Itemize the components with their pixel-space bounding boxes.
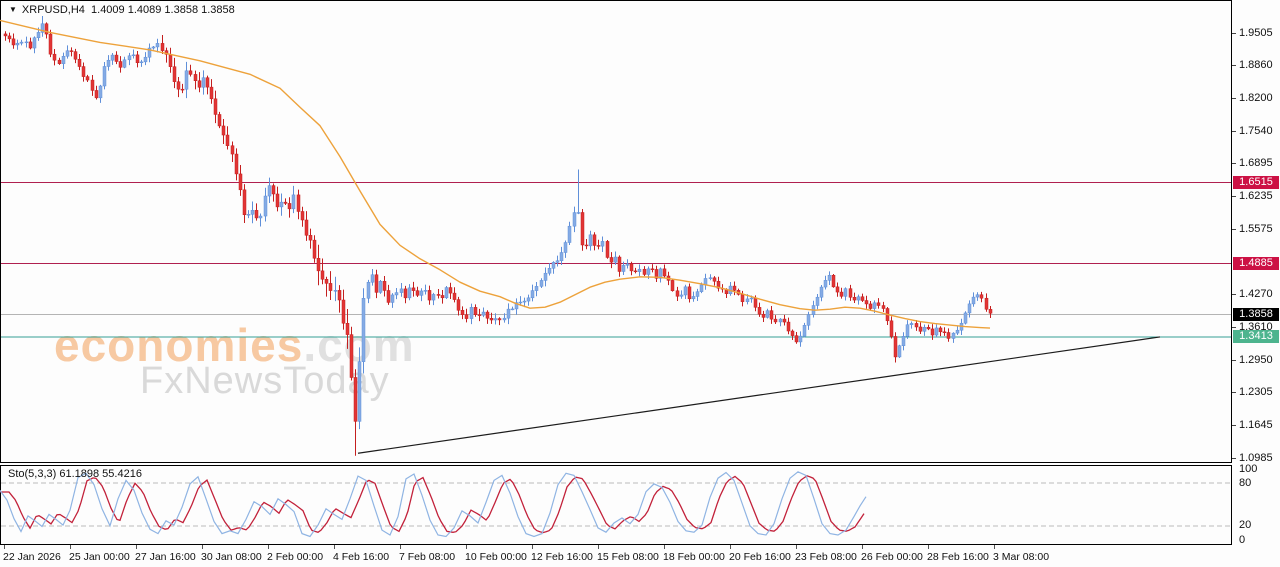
- time-tick-label: 23 Feb 08:00: [795, 551, 857, 563]
- price-badge-1.3413: 1.3413: [1233, 330, 1279, 344]
- price-tick-label: 1.2950: [1239, 353, 1273, 366]
- price-tick-label: 1.9505: [1239, 26, 1273, 39]
- time-tick-label: 20 Feb 16:00: [729, 551, 791, 563]
- price-tick-label: 1.8200: [1239, 91, 1273, 104]
- time-tick: [730, 545, 731, 549]
- time-tick-label: 7 Feb 08:00: [399, 551, 456, 563]
- price-badge-1.3858: 1.3858: [1233, 308, 1279, 322]
- price-badge-1.4885: 1.4885: [1233, 257, 1279, 271]
- symbol-header: ▼ XRPUSD,H4 1.4009 1.4089 1.3858 1.3858: [9, 4, 235, 16]
- time-tick-label: 18 Feb 00:00: [663, 551, 725, 563]
- price-tick: [1232, 195, 1236, 197]
- time-tick-label: 26 Feb 00:00: [861, 551, 923, 563]
- time-tick-label: 3 Mar 08:00: [993, 551, 1050, 563]
- time-tick: [136, 545, 137, 549]
- price-tick-label: 1.3610: [1239, 320, 1273, 333]
- time-tick: [994, 545, 995, 549]
- time-tick: [268, 545, 269, 549]
- price-tick-label: 1.5575: [1239, 222, 1273, 235]
- price-tick-label: 1.4270: [1239, 287, 1273, 300]
- price-chart-canvas[interactable]: [0, 0, 1232, 463]
- time-tick: [862, 545, 863, 549]
- stochastic-indicator-canvas[interactable]: [0, 465, 1232, 545]
- price-tick: [1232, 326, 1236, 328]
- price-tick-label: 1.8860: [1239, 58, 1273, 71]
- time-tick: [400, 545, 401, 549]
- price-tick: [1232, 130, 1236, 132]
- price-tick: [1232, 424, 1236, 426]
- price-tick: [1232, 391, 1236, 393]
- time-tick-label: 27 Jan 16:00: [135, 551, 196, 563]
- stoch-signal-line: [0, 475, 865, 534]
- price-tick: [1232, 359, 1236, 361]
- candles: [3, 15, 993, 456]
- price-tick-label: 1.6895: [1239, 156, 1273, 169]
- time-tick: [334, 545, 335, 549]
- price-tick-label: 1.6235: [1239, 189, 1273, 202]
- moving-average-line[interactable]: [0, 19, 991, 329]
- time-tick: [202, 545, 203, 549]
- time-tick-label: 22 Jan 2026: [3, 551, 61, 563]
- price-tick-label: 1.2305: [1239, 385, 1273, 398]
- price-tick: [1232, 228, 1236, 230]
- time-tick: [532, 545, 533, 549]
- price-tick-label: 1.7540: [1239, 124, 1273, 137]
- ohlc-values: 1.4009 1.4089 1.3858 1.3858: [91, 4, 235, 16]
- price-tick: [1232, 97, 1236, 99]
- time-tick-label: 28 Feb 16:00: [927, 551, 989, 563]
- time-tick-label: 25 Jan 00:00: [69, 551, 130, 563]
- time-tick-label: 15 Feb 08:00: [597, 551, 659, 563]
- time-tick: [928, 545, 929, 549]
- symbol-timeframe-label: XRPUSD,H4: [21, 4, 85, 16]
- price-tick: [1232, 32, 1236, 34]
- price-tick: [1232, 162, 1236, 164]
- time-tick-label: 4 Feb 16:00: [333, 551, 390, 563]
- time-tick-label: 10 Feb 00:00: [465, 551, 527, 563]
- price-tick: [1232, 64, 1236, 66]
- stoch-tick-label: 20: [1239, 519, 1252, 532]
- price-tick-label: 1.0985: [1239, 451, 1273, 464]
- stoch-tick-label: 80: [1239, 476, 1252, 489]
- stoch-tick-label: 0: [1239, 533, 1246, 546]
- time-tick-label: 12 Feb 16:00: [531, 551, 593, 563]
- time-tick: [664, 545, 665, 549]
- price-tick: [1232, 293, 1236, 295]
- time-axis: 22 Jan 2026 25 Jan 00:00 27 Jan 16:00 30 Ja…: [0, 545, 1232, 567]
- ascending-trendline[interactable]: [357, 336, 1161, 454]
- symbol-dropdown-icon[interactable]: ▼: [9, 5, 17, 14]
- price-tick-label: 1.1645: [1239, 418, 1273, 431]
- stoch-main-line: [0, 471, 867, 538]
- price-tick: [1232, 457, 1236, 459]
- time-tick: [4, 545, 5, 549]
- stochastic-indicator-label: Sto(5,3,3) 61.1898 55.4216: [8, 468, 142, 480]
- stoch-tick-label: 100: [1239, 462, 1258, 475]
- time-tick-label: 30 Jan 08:00: [201, 551, 262, 563]
- time-tick: [796, 545, 797, 549]
- time-tick: [70, 545, 71, 549]
- time-tick: [598, 545, 599, 549]
- time-tick: [466, 545, 467, 549]
- time-tick-label: 2 Feb 00:00: [267, 551, 324, 563]
- price-badge-1.6515: 1.6515: [1233, 175, 1279, 189]
